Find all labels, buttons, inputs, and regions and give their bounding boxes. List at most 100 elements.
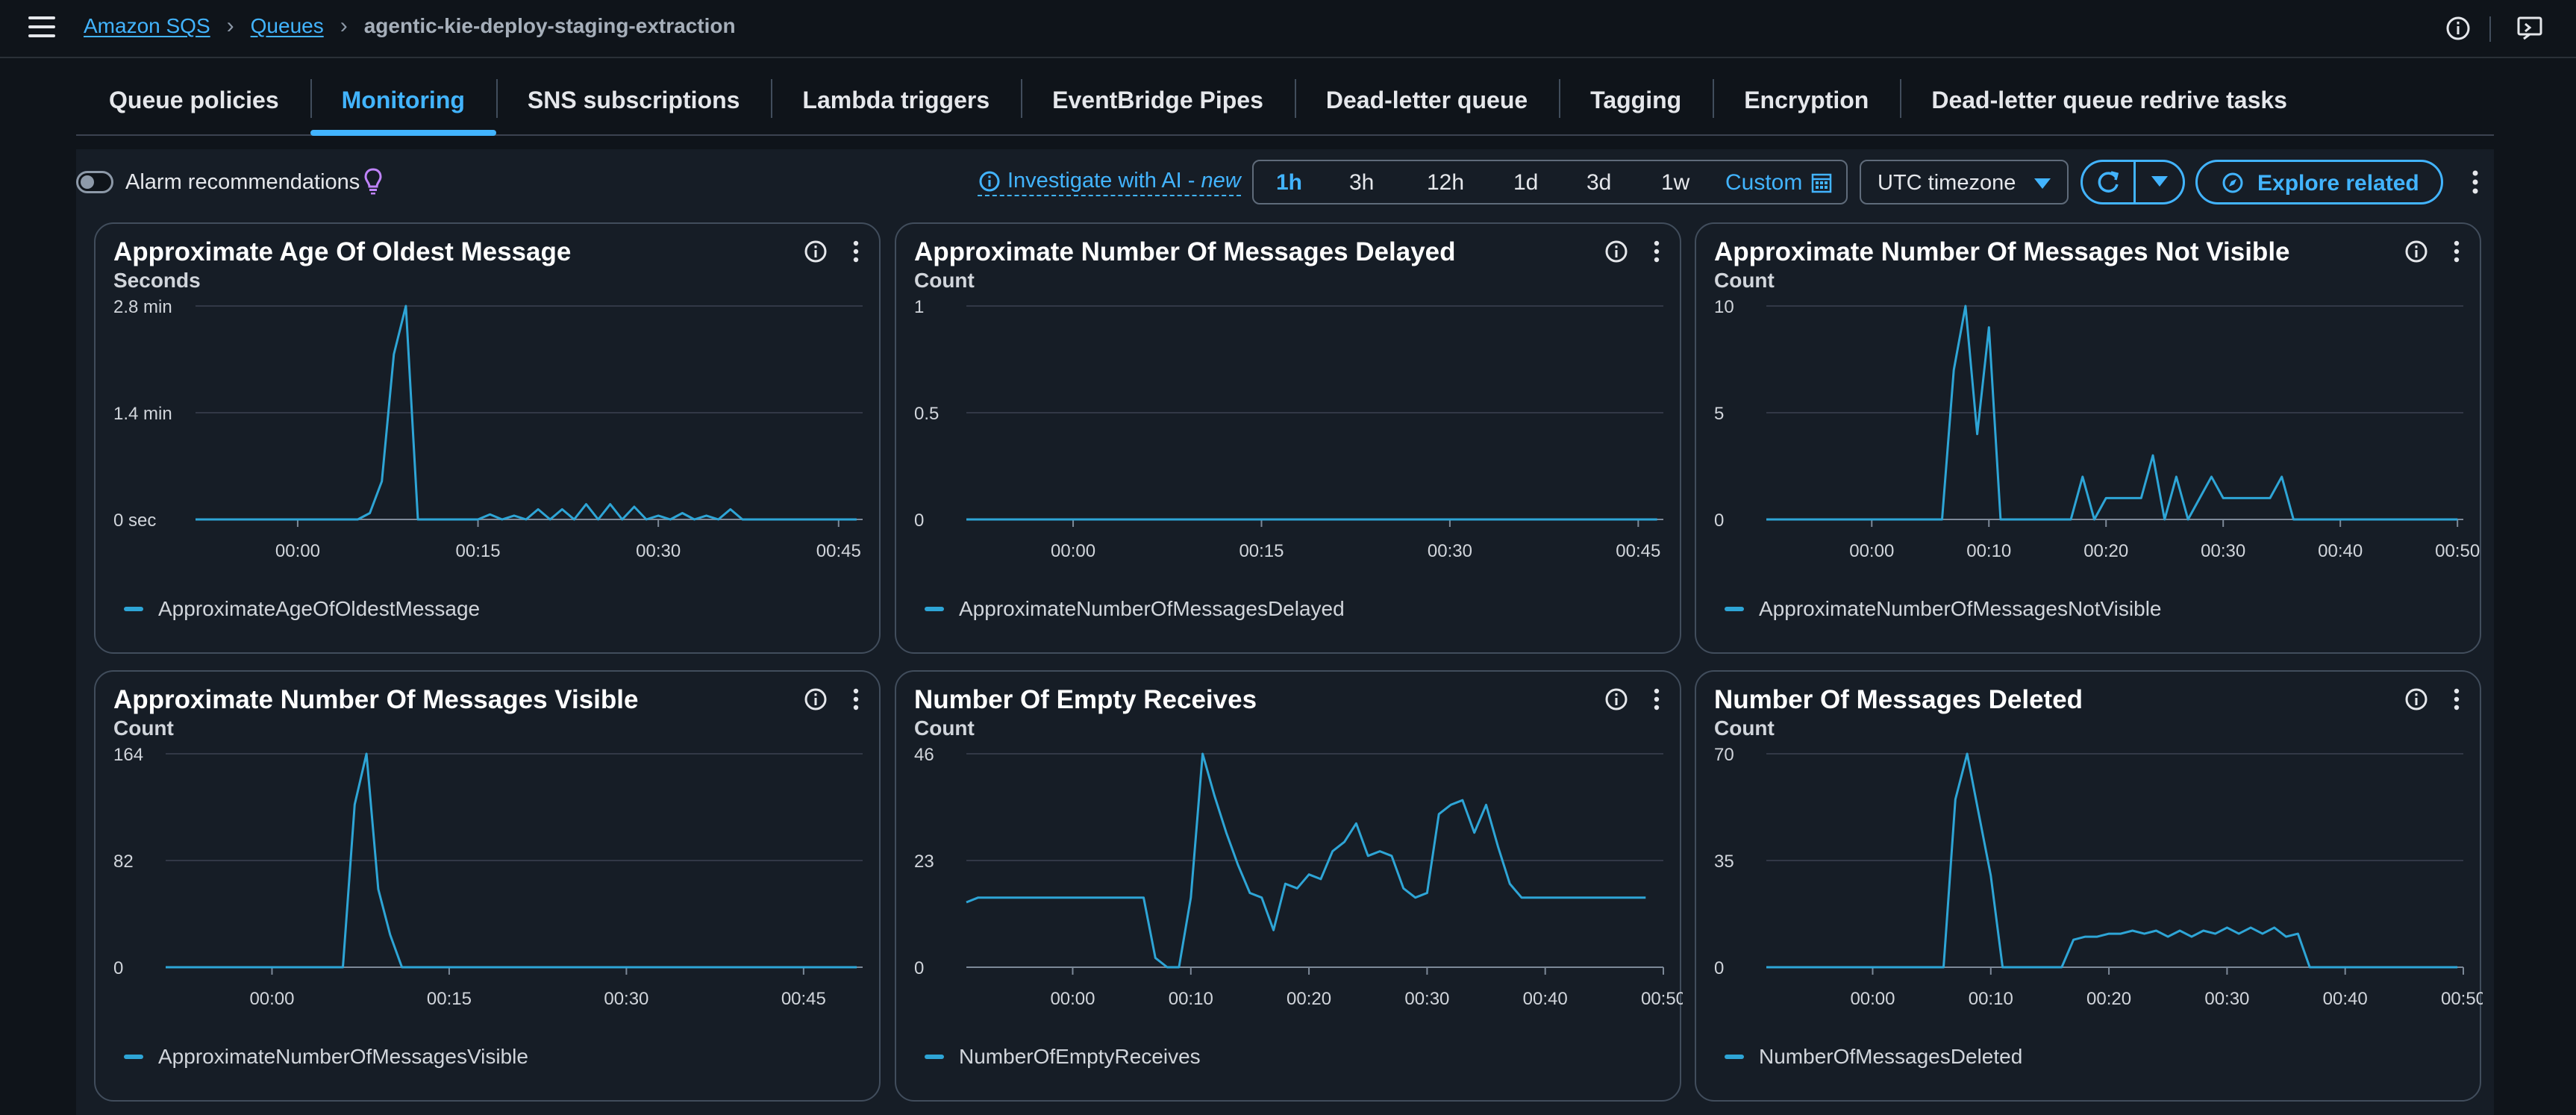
- explore-related-button[interactable]: Explore related: [2195, 160, 2443, 204]
- feedback-icon[interactable]: [2516, 15, 2543, 42]
- menu-icon[interactable]: [28, 16, 55, 39]
- series-line-ApproximateNumberOfMessagesNotVisible: [1766, 304, 2458, 521]
- y-tick-label: 0: [1714, 958, 1724, 978]
- x-tick-label: 00:00: [1050, 989, 1095, 1009]
- y-tick-label: 164: [113, 745, 143, 765]
- x-tick-label: 00:40: [2323, 989, 2368, 1009]
- more-options-icon[interactable]: [2447, 687, 2466, 712]
- tab-tagging[interactable]: Tagging: [1559, 72, 1713, 134]
- tab-sns-subscriptions[interactable]: SNS subscriptions: [495, 72, 772, 134]
- more-options-icon[interactable]: [846, 239, 866, 264]
- refresh-options-dropdown[interactable]: [2136, 162, 2183, 202]
- refresh-button[interactable]: [2083, 162, 2133, 202]
- x-tick-label: 00:30: [2201, 541, 2245, 561]
- widget-unit: Count: [113, 716, 174, 740]
- info-icon[interactable]: [2445, 15, 2472, 42]
- widget-unit: Seconds: [113, 269, 201, 292]
- series-line-NumberOfEmptyReceives: [966, 752, 1646, 969]
- tab-dead-letter-queue[interactable]: Dead-letter queue: [1294, 72, 1559, 134]
- legend-item[interactable]: ApproximateAgeOfOldestMessage: [124, 597, 480, 621]
- more-options-icon[interactable]: [1647, 687, 1666, 712]
- y-tick-label: 5: [1714, 404, 1724, 424]
- x-tick-label: 00:20: [2083, 541, 2128, 561]
- widget-unit: Count: [914, 716, 975, 740]
- compass-icon: [2222, 172, 2243, 193]
- more-options-icon[interactable]: [2447, 239, 2466, 264]
- y-tick-label: 70: [1714, 745, 1734, 765]
- x-tick-label: 00:15: [456, 541, 501, 561]
- widget-title: Approximate Number Of Messages Delayed: [914, 237, 1456, 266]
- info-icon[interactable]: [1604, 687, 1629, 712]
- breadcrumb-queues[interactable]: Queues: [250, 14, 324, 37]
- x-tick-label: 00:20: [1287, 989, 1331, 1009]
- legend-item[interactable]: ApproximateNumberOfMessagesNotVisible: [1725, 597, 2162, 621]
- range-3d[interactable]: 3d: [1586, 170, 1612, 195]
- refresh-button-group: [2081, 160, 2185, 204]
- x-tick-label: 00:45: [816, 541, 861, 561]
- series-line-ApproximateAgeOfOldestMessage: [196, 304, 857, 521]
- top-bar: Amazon SQS › Queues › agentic-kie-deploy…: [0, 0, 2576, 58]
- x-tick-label: 00:40: [2318, 541, 2363, 561]
- monitoring-controls: Alarm recommendations Investigate with A…: [76, 158, 2494, 209]
- more-options-icon[interactable]: [2464, 167, 2486, 197]
- tab-dead-letter-queue-redrive-tasks[interactable]: Dead-letter queue redrive tasks: [1900, 72, 2319, 134]
- investigate-label: Investigate with AI -: [1007, 169, 1195, 193]
- x-tick-label: 00:50: [2441, 989, 2483, 1009]
- legend-swatch: [124, 607, 143, 611]
- range-custom[interactable]: Custom: [1725, 170, 1803, 195]
- x-tick-label: 00:10: [1169, 989, 1213, 1009]
- timezone-select[interactable]: UTC timezone: [1860, 160, 2069, 204]
- metric-widget: 0 23 46 00:00 00:10 00:20 00:30 00:40 00:50 Numbe…: [895, 670, 1683, 1102]
- widget-title: Number Of Messages Deleted: [1714, 685, 2083, 714]
- x-tick-label: 00:00: [1850, 989, 1895, 1009]
- tab-monitoring[interactable]: Monitoring: [310, 72, 497, 136]
- info-icon[interactable]: [2404, 239, 2429, 264]
- range-1h[interactable]: 1h: [1276, 170, 1303, 195]
- info-icon[interactable]: [1604, 239, 1629, 264]
- range-1w[interactable]: 1w: [1661, 170, 1690, 195]
- tab-encryption[interactable]: Encryption: [1713, 72, 1900, 134]
- y-tick-label: 2.8 min: [113, 297, 172, 317]
- line-chart: 0 5 10 00:00 00:10 00:20 00:30 00:40 00:50: [1714, 297, 2480, 561]
- x-tick-label: 00:15: [427, 989, 472, 1009]
- timezone-value: UTC timezone: [1878, 171, 2016, 195]
- legend-item[interactable]: ApproximateNumberOfMessagesDelayed: [925, 597, 1345, 621]
- x-tick-label: 00:30: [636, 541, 681, 561]
- new-badge: new: [1201, 169, 1241, 193]
- legend-swatch: [925, 607, 944, 611]
- alarm-recommendations-toggle[interactable]: [76, 171, 113, 193]
- investigate-with-ai-link[interactable]: Investigate with AI - new: [978, 169, 1241, 196]
- legend-item[interactable]: NumberOfMessagesDeleted: [1725, 1045, 2022, 1069]
- metric-widget: 0 82 164 00:00 00:15 00:30 00:45 Approximate Nu…: [94, 670, 881, 1102]
- tab-eventbridge-pipes[interactable]: EventBridge Pipes: [1021, 72, 1295, 134]
- info-icon[interactable]: [2404, 687, 2429, 712]
- x-tick-label: 00:50: [1641, 989, 1683, 1009]
- legend-item[interactable]: NumberOfEmptyReceives: [925, 1045, 1201, 1069]
- legend-item[interactable]: ApproximateNumberOfMessagesVisible: [124, 1045, 528, 1069]
- y-tick-label: 0 sec: [113, 510, 156, 531]
- x-tick-label: 00:30: [604, 989, 648, 1009]
- more-options-icon[interactable]: [1647, 239, 1666, 264]
- legend-label: ApproximateNumberOfMessagesDelayed: [959, 597, 1345, 620]
- range-12h[interactable]: 12h: [1427, 170, 1465, 195]
- line-chart: 0 0.5 1 00:00 00:15 00:30 00:45: [914, 297, 1663, 561]
- info-icon[interactable]: [803, 239, 828, 264]
- lightbulb-icon[interactable]: [363, 167, 384, 196]
- tab-queue-policies[interactable]: Queue policies: [109, 87, 279, 113]
- tab-bar: Queue policies Monitoring SNS subscription…: [76, 72, 2494, 136]
- line-chart: 0 sec 1.4 min 2.8 min 00:00 00:15 00:30 00:45: [113, 297, 863, 561]
- info-icon[interactable]: [803, 687, 828, 712]
- x-tick-label: 00:45: [781, 989, 826, 1009]
- breadcrumb-amazon-sqs[interactable]: Amazon SQS: [84, 14, 210, 37]
- x-tick-label: 00:45: [1616, 541, 1660, 561]
- explore-related-label: Explore related: [2257, 171, 2419, 196]
- range-1d[interactable]: 1d: [1513, 170, 1539, 195]
- range-3h[interactable]: 3h: [1349, 170, 1375, 195]
- calendar-icon[interactable]: [1810, 172, 1833, 194]
- metric-widget: 0 0.5 1 00:00 00:15 00:30 00:45 Approximate Num…: [895, 222, 1681, 654]
- x-tick-label: 00:30: [1404, 989, 1449, 1009]
- refresh-divider: [2133, 162, 2136, 202]
- x-tick-label: 00:15: [1239, 541, 1284, 561]
- more-options-icon[interactable]: [846, 687, 866, 712]
- tab-lambda-triggers[interactable]: Lambda triggers: [771, 72, 1021, 134]
